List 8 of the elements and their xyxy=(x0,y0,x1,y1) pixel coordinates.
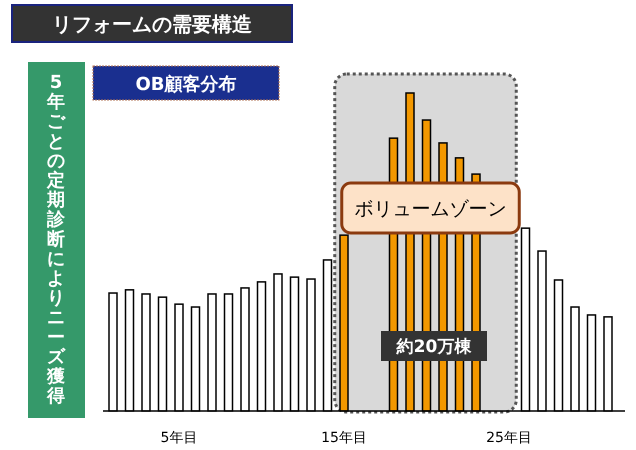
x-tick-label: 5年目 xyxy=(160,430,198,446)
annotation: 約20万棟 xyxy=(396,337,472,357)
x-tick-label: 25年目 xyxy=(486,430,532,446)
chart-title: リフォームの需要構造 xyxy=(52,12,252,36)
chart-subtitle: OB顧客分布 xyxy=(135,74,237,95)
x-tick-label: 15年目 xyxy=(321,430,367,446)
text: 5年ごとの定期診断によりニーズ獲得 xyxy=(47,72,65,407)
band-label: ボリュームゾーン xyxy=(354,198,506,220)
